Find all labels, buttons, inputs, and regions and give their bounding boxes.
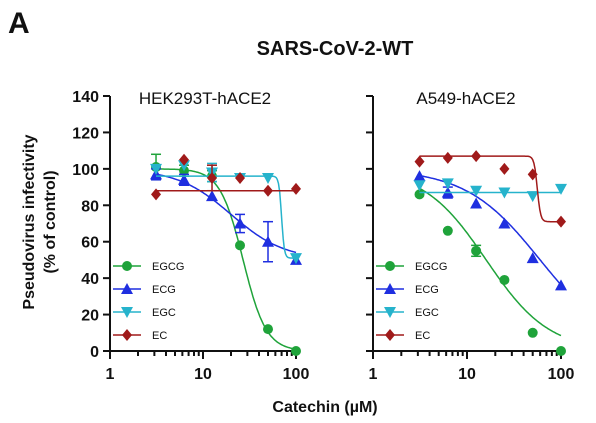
data-point-ec bbox=[556, 215, 566, 228]
data-point-ecg bbox=[526, 252, 539, 264]
y-tick-label: 100 bbox=[72, 162, 99, 179]
panel-subtitle: HEK293T-hACE2 bbox=[139, 89, 271, 108]
data-point-ecg bbox=[178, 173, 191, 185]
data-point-ec bbox=[471, 150, 482, 163]
data-point-egcg bbox=[499, 274, 510, 285]
legend-label: ECG bbox=[415, 284, 439, 296]
data-point-egc bbox=[470, 185, 483, 197]
data-point-ec bbox=[179, 153, 190, 166]
legend-item-ecg: ECG bbox=[113, 283, 176, 296]
fit-curve-ecg bbox=[419, 174, 562, 286]
data-point-egcg bbox=[291, 346, 301, 356]
y-tick-label: 120 bbox=[72, 125, 99, 142]
series-egc bbox=[150, 160, 302, 265]
fit-curve-egc bbox=[156, 175, 296, 259]
x-axis-label: Catechin (µM) bbox=[272, 399, 377, 416]
y-tick-label: 140 bbox=[72, 89, 99, 106]
series-ec bbox=[414, 150, 566, 228]
data-point-egcg bbox=[527, 327, 538, 338]
x-tick-label: 10 bbox=[458, 366, 476, 383]
series-egc bbox=[413, 178, 567, 203]
data-point-egc bbox=[441, 178, 454, 190]
data-point-egc bbox=[526, 191, 539, 203]
legend-label: EGCG bbox=[152, 261, 184, 273]
legend-item-egc: EGC bbox=[376, 307, 439, 319]
data-point-egc bbox=[413, 180, 426, 192]
legend-item-ecg: ECG bbox=[376, 283, 439, 296]
data-point-egc bbox=[150, 163, 163, 175]
data-point-ec bbox=[207, 171, 218, 184]
legend-label: EC bbox=[415, 330, 430, 342]
x-tick-label: 1 bbox=[369, 366, 378, 383]
series-ec bbox=[151, 153, 301, 201]
legend-item-ec: EC bbox=[113, 329, 167, 342]
data-point-ec bbox=[291, 182, 301, 195]
data-point-egc bbox=[555, 183, 567, 195]
data-point-ec bbox=[527, 168, 538, 181]
legend-marker-egc bbox=[121, 307, 133, 318]
x-tick-label: 10 bbox=[194, 366, 212, 383]
panel-subtitle: A549-hACE2 bbox=[416, 89, 515, 108]
data-point-ecg bbox=[413, 170, 426, 182]
data-point-egcg bbox=[263, 324, 274, 335]
legend-marker-egcg bbox=[385, 261, 395, 271]
y-tick-label: 40 bbox=[81, 271, 99, 288]
x-tick-label: 100 bbox=[283, 366, 310, 383]
fit-curve-ecg bbox=[155, 173, 297, 254]
chart-panel-2: A549-hACE2 1 10 100 EGCG ECG EGC EC bbox=[366, 89, 574, 383]
data-point-ecg bbox=[470, 197, 483, 209]
data-point-ecg bbox=[206, 190, 219, 202]
data-point-egcg bbox=[235, 240, 246, 251]
panel-letter: A bbox=[8, 7, 30, 40]
chart-panels: HEK293T-hACE2 0 20 40 60 80 100 120 140 1 10 100 EGC… bbox=[72, 89, 574, 383]
y-tick-label: 20 bbox=[81, 308, 99, 325]
series-ecg bbox=[150, 168, 302, 265]
data-point-egc bbox=[498, 187, 511, 199]
data-point-ec bbox=[499, 162, 510, 175]
data-point-ecg bbox=[555, 279, 567, 291]
y-axis-label-line2: (% of control) bbox=[42, 170, 59, 273]
legend-marker-egc bbox=[384, 307, 396, 318]
chart-title: SARS-CoV-2-WT bbox=[257, 38, 414, 60]
legend-label: EC bbox=[152, 330, 167, 342]
legend-label: EGC bbox=[415, 307, 439, 319]
y-tick-label: 60 bbox=[81, 235, 99, 252]
data-point-egc bbox=[262, 172, 275, 184]
data-point-egc bbox=[290, 253, 302, 265]
data-point-ec bbox=[263, 184, 274, 197]
legend-marker-ecg bbox=[384, 283, 396, 294]
x-tick-label: 100 bbox=[548, 366, 575, 383]
data-point-ec bbox=[151, 188, 162, 201]
y-tick-label: 80 bbox=[81, 198, 99, 215]
legend-marker-ec bbox=[122, 329, 132, 341]
data-point-egcg bbox=[556, 346, 566, 356]
data-point-ec bbox=[235, 171, 246, 184]
y-tick-label: 0 bbox=[90, 344, 99, 361]
data-point-ec bbox=[414, 155, 425, 168]
fit-curve-ec bbox=[419, 155, 561, 223]
data-point-ecg bbox=[498, 217, 511, 229]
data-point-egcg bbox=[471, 245, 482, 256]
data-point-egcg bbox=[442, 225, 453, 236]
legend-item-egc: EGC bbox=[113, 307, 176, 319]
data-point-ecg bbox=[262, 235, 275, 247]
legend-label: EGCG bbox=[415, 261, 447, 273]
fit-curve-egcg bbox=[156, 168, 297, 350]
legend-item-egcg: EGCG bbox=[376, 261, 447, 273]
x-tick-label: 1 bbox=[106, 366, 115, 383]
legend-marker-ec bbox=[385, 329, 395, 341]
chart-panel-1: HEK293T-hACE2 0 20 40 60 80 100 120 140 1 10 100 EGC… bbox=[72, 89, 309, 383]
data-point-ecg bbox=[234, 217, 247, 229]
legend-marker-ecg bbox=[121, 283, 133, 294]
legend-item-egcg: EGCG bbox=[113, 261, 184, 273]
data-point-ec bbox=[442, 151, 453, 164]
legend-item-ec: EC bbox=[376, 329, 430, 342]
fit-curve-egcg bbox=[419, 187, 562, 337]
legend-marker-egcg bbox=[122, 261, 132, 271]
legend-label: ECG bbox=[152, 284, 176, 296]
legend-label: EGC bbox=[152, 307, 176, 319]
y-axis-label-line1: Pseudovirus infectivity bbox=[21, 134, 38, 309]
